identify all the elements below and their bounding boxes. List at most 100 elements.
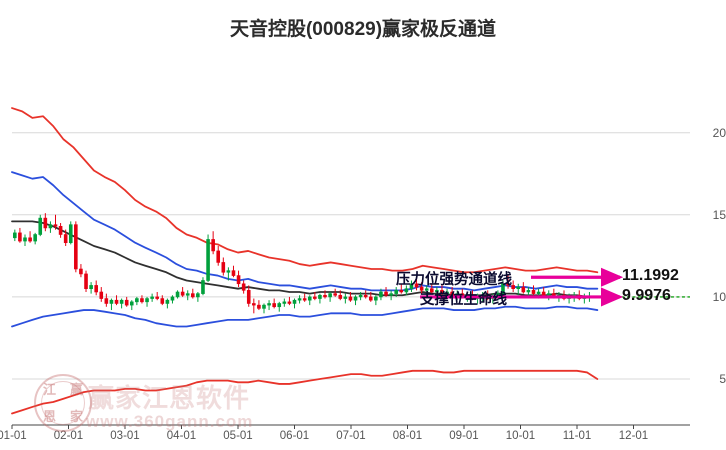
candle-body	[348, 296, 353, 301]
candle-body	[536, 291, 541, 294]
watermark-logo-glyphs: 江赢恩家	[36, 376, 90, 430]
candle-body	[74, 224, 78, 270]
candle-body	[526, 290, 531, 293]
candle-body	[307, 296, 312, 301]
x-axis-tick-label: 09-01	[449, 430, 479, 442]
band-line	[11, 305, 599, 328]
annotation-value: 9.9976	[622, 287, 671, 304]
candle-body	[287, 301, 292, 304]
candle-body	[440, 290, 444, 294]
candle-body	[501, 283, 505, 294]
candle-body	[43, 217, 48, 229]
candle-body	[252, 303, 256, 306]
band-line	[11, 369, 599, 415]
candle-body	[379, 291, 383, 298]
watermark-logo-char: 恩	[42, 409, 56, 424]
candle-body	[53, 224, 58, 227]
candle-body	[445, 291, 449, 294]
candle-body	[435, 290, 439, 293]
x-axis-tick-label: 10-01	[505, 430, 536, 442]
candle-body	[282, 301, 287, 304]
candle-body	[328, 293, 332, 298]
candle-body	[18, 232, 22, 242]
candle-body	[79, 268, 83, 275]
band-line	[11, 220, 599, 298]
candle-body	[155, 296, 159, 299]
candle-body	[68, 224, 73, 244]
candle-body	[216, 250, 221, 263]
x-axis-tick-label: 12-01	[618, 430, 649, 442]
candle-body	[516, 286, 521, 289]
candle-body	[99, 291, 104, 299]
page-title: 天音控股(000829)赢家极反通道	[229, 19, 497, 40]
candle-body	[374, 296, 378, 301]
candle-body	[297, 298, 302, 301]
candle-body	[511, 285, 515, 290]
candle-body	[191, 293, 195, 298]
watermark-logo-char: 赢	[69, 382, 83, 397]
candle-body	[506, 283, 510, 286]
candle-body	[246, 290, 251, 304]
candle-body	[124, 299, 129, 306]
candle-body	[531, 290, 536, 294]
candle-body	[94, 285, 98, 293]
watermark-logo-ring	[41, 381, 85, 425]
candle-body	[196, 293, 200, 298]
candle-body	[226, 270, 231, 273]
y-axis-tick-label: 5	[719, 372, 726, 386]
candle-body	[241, 283, 246, 291]
candle-body	[170, 296, 175, 301]
candle-body	[38, 217, 43, 235]
candle-body	[409, 283, 414, 289]
candle-body	[119, 299, 124, 304]
candle-body	[277, 303, 282, 308]
x-axis-tick-label: 01-01	[0, 430, 27, 442]
candle-body	[363, 294, 368, 298]
watermark-logo-char: 家	[69, 409, 83, 424]
y-axis-tick-label: 15	[712, 207, 726, 222]
candle-body	[358, 294, 363, 298]
x-axis-tick-label: 11-01	[562, 430, 592, 442]
candle-body	[221, 262, 226, 273]
candle-body	[338, 294, 343, 299]
candle-body	[104, 298, 109, 304]
band-line	[11, 107, 599, 274]
candle-body	[109, 299, 114, 304]
candle-body	[23, 237, 27, 242]
candle-body	[292, 299, 297, 304]
watermark-logo-char: 江	[42, 382, 56, 397]
annotation-label: 支撑位生命线	[420, 292, 507, 308]
candle-body	[343, 296, 348, 299]
y-axis-tick-label: 10	[712, 289, 726, 304]
annotation-value: 11.1992	[622, 267, 679, 285]
candle-body	[521, 286, 526, 293]
x-axis-tick-label: 05-01	[223, 430, 253, 442]
candle-body	[89, 285, 93, 290]
candle-body	[135, 298, 139, 303]
candle-body	[429, 288, 434, 293]
candle-body	[58, 226, 63, 235]
candle-body	[165, 299, 170, 304]
candle-body	[546, 293, 551, 296]
x-axis-tick-label: 02-01	[53, 430, 84, 442]
x-axis-tick-label: 04-01	[166, 430, 197, 442]
x-axis-tick-label: 06-01	[279, 430, 310, 442]
band-line	[11, 171, 599, 292]
candle-body	[333, 293, 337, 296]
candle-body	[140, 298, 144, 303]
candle-body	[13, 232, 17, 239]
candle-body	[424, 288, 429, 291]
watermark-logo-icon: 江赢恩家	[34, 374, 92, 432]
candle-body	[389, 293, 393, 296]
candle-body	[368, 296, 373, 301]
candle-body	[231, 270, 236, 276]
candlestick-series	[13, 213, 592, 314]
candle-body	[145, 298, 149, 303]
candle-body	[257, 304, 261, 309]
x-axis-tick-label: 07-01	[336, 430, 366, 442]
candle-body	[262, 304, 266, 309]
candle-body	[323, 294, 327, 298]
watermark-brand: 赢家江恩软件	[88, 383, 251, 413]
